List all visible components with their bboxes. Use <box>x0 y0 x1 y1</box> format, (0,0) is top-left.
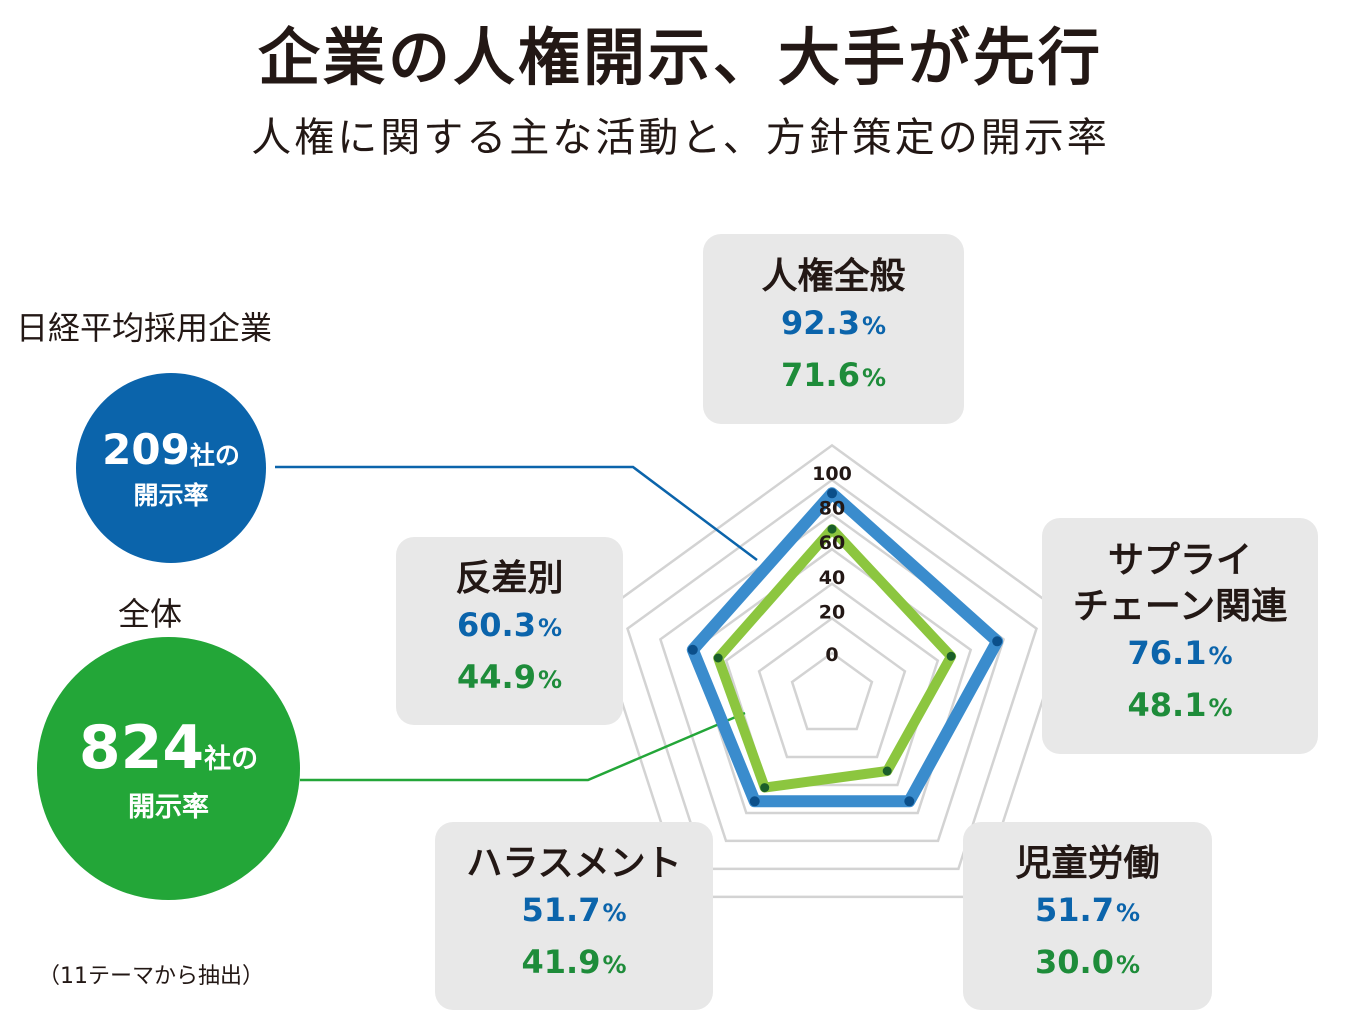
nikkei-value: 76.1% <box>1127 634 1233 672</box>
nikkei-value: 51.7% <box>1035 891 1140 929</box>
nikkei-bubble: 209 社の 開示率 <box>76 373 266 563</box>
all-unit: 社の <box>204 744 259 775</box>
footnote: （11テーマから抽出） <box>38 964 264 989</box>
grid-ring <box>757 616 907 759</box>
all-count: 824 <box>78 713 205 783</box>
nikkei-rate-label: 開示率 <box>133 480 209 510</box>
data-point-nikkei <box>992 636 1003 647</box>
nikkei-count: 209 <box>102 424 190 474</box>
all-bubble: 824 社の 開示率 <box>37 637 300 900</box>
axis-card-supply-chain: サプライ チェーン関連 76.1% 48.1% <box>1042 518 1318 754</box>
data-point-nikkei <box>904 796 915 807</box>
nikkei-leader-line <box>275 465 758 561</box>
axis-name: サプライ チェーン関連 <box>1072 540 1288 627</box>
nikkei-value: 51.7% <box>521 891 627 929</box>
grid-ring <box>724 582 940 787</box>
axis-card-jinken: 人権全般 92.3% 71.6% <box>703 234 964 424</box>
data-point-nikkei <box>687 644 698 655</box>
nikkei-group-label: 日経平均採用企業 <box>16 309 273 347</box>
all-group-label: 全体 <box>118 595 183 633</box>
data-point-all <box>827 524 837 534</box>
scale-tick-label: 40 <box>819 567 845 589</box>
data-point-nikkei <box>749 796 760 807</box>
grid-ring <box>658 513 1006 843</box>
data-point-all <box>760 783 770 793</box>
nikkei-value: 60.3% <box>457 606 562 644</box>
all-value: 41.9% <box>521 943 627 981</box>
scale-tick-label: 20 <box>819 601 845 623</box>
series-line-nikkei <box>686 487 1004 808</box>
axis-name: 児童労働 <box>1015 843 1160 884</box>
scale-tick-label: 100 <box>812 463 852 485</box>
scale-tick-label: 60 <box>819 532 845 554</box>
axis-card-anti-discrimination: 反差別 60.3% 44.9% <box>396 537 623 725</box>
nikkei-value: 92.3% <box>781 304 886 342</box>
data-point-all <box>713 653 723 663</box>
scale-tick-label: 0 <box>825 644 838 666</box>
grid-ring <box>790 651 874 731</box>
scale-tick-label: 80 <box>819 498 845 520</box>
nikkei-unit: 社の <box>189 440 240 470</box>
data-point-all <box>882 766 892 776</box>
data-point-nikkei <box>827 488 837 499</box>
axis-name: 反差別 <box>455 558 564 599</box>
grid-ring <box>593 443 1071 899</box>
page-title: 企業の人権開示、大手が先行 <box>257 21 1103 94</box>
all-value: 71.6% <box>781 356 886 394</box>
axis-card-harassment: ハラスメント 51.7% 41.9% <box>435 822 713 1010</box>
page-subtitle: 人権に関する主な活動と、方針策定の開示率 <box>251 115 1110 161</box>
grid-ring <box>691 547 973 815</box>
axis-name: 人権全般 <box>761 256 906 297</box>
all-value: 30.0% <box>1035 943 1140 981</box>
data-point-all <box>946 651 956 661</box>
axis-name: ハラスメント <box>466 843 682 884</box>
grid-ring <box>626 478 1038 871</box>
all-value: 48.1% <box>1127 686 1233 724</box>
axis-card-child-labor: 児童労働 51.7% 30.0% <box>963 822 1212 1010</box>
all-value: 44.9% <box>457 658 562 696</box>
series-line-all <box>713 524 957 793</box>
all-rate-label: 開示率 <box>128 792 209 823</box>
all-leader-line <box>300 711 746 782</box>
